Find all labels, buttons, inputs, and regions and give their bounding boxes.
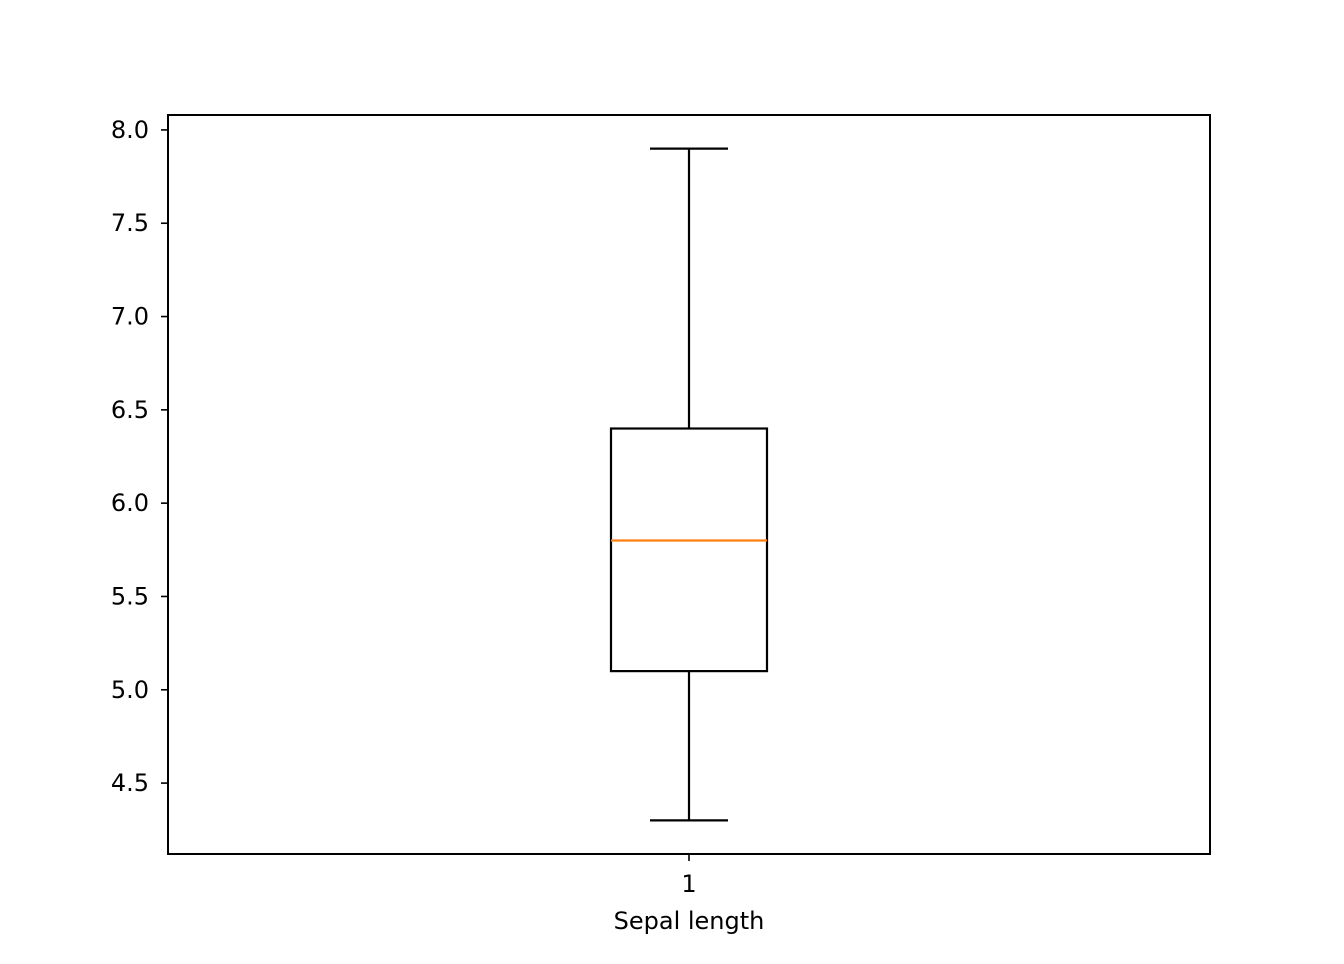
y-tick-label: 6.5 [111,396,149,424]
box-series [609,147,769,822]
y-axis-ticks: 4.5 5.0 5.5 6.0 6.5 7.0 7.5 8.0 [111,116,168,797]
y-tick-label: 8.0 [111,116,149,144]
x-tick-label: 1 [681,870,696,898]
y-tick-label: 7.0 [111,303,149,331]
iqr-box [609,427,769,673]
x-axis-ticks: 1 [681,854,697,898]
y-tick-label: 5.0 [111,676,149,704]
y-tick-label: 4.5 [111,769,149,797]
y-tick-label: 7.5 [111,209,149,237]
x-axis-label: Sepal length [614,907,765,935]
y-tick-label: 5.5 [111,582,149,610]
y-tick-label: 6.0 [111,489,149,517]
